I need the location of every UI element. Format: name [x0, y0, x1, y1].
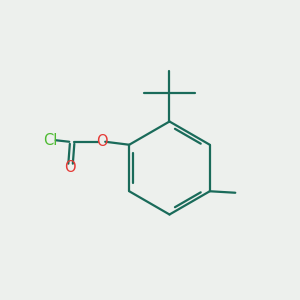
Text: Cl: Cl [44, 133, 58, 148]
Text: O: O [96, 134, 107, 149]
Text: O: O [64, 160, 76, 175]
